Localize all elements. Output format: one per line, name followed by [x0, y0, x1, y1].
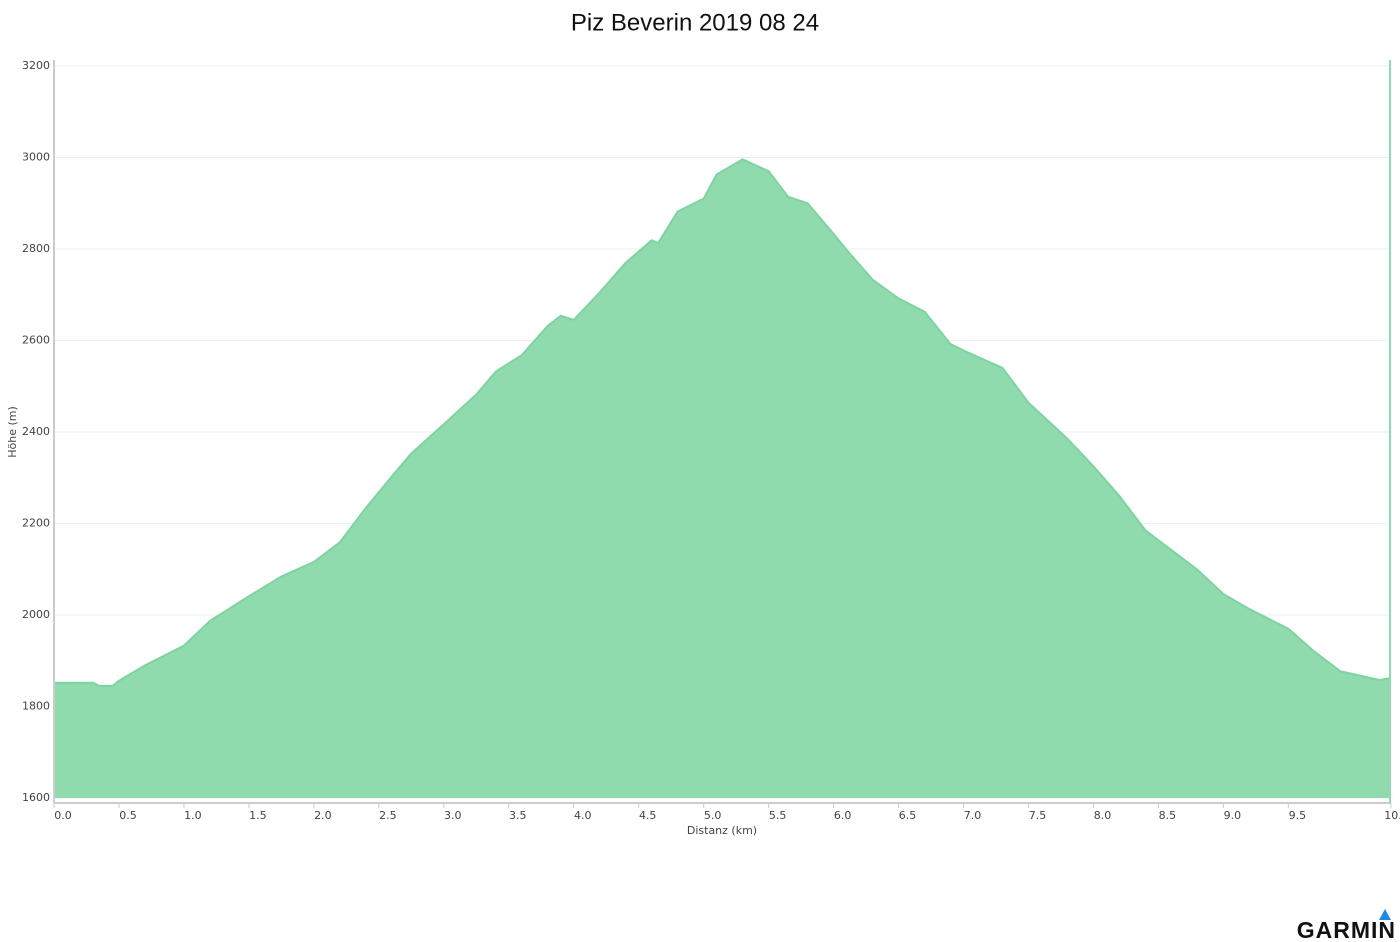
x-tick-label: 9.5 — [1289, 809, 1307, 822]
y-tick-label: 3000 — [22, 151, 50, 164]
x-tick-label: 0.0 — [54, 809, 72, 822]
area-line — [54, 158, 1392, 687]
x-tick-label: 7.0 — [964, 809, 982, 822]
x-tick-label: 9.0 — [1224, 809, 1242, 822]
y-tick-label: 2000 — [22, 608, 50, 621]
x-tick-label: 4.0 — [574, 809, 592, 822]
x-tick-label: 7.5 — [1029, 809, 1047, 822]
x-tick-label: 1.5 — [249, 809, 267, 822]
x-tick-label: 2.0 — [314, 809, 332, 822]
y-axis-label: Höhe (m) — [6, 406, 19, 458]
y-tick-label: 1800 — [22, 700, 50, 713]
y-tick-label: 1600 — [22, 791, 50, 804]
logo: GARMIN — [1297, 917, 1396, 942]
x-tick-label: 3.0 — [444, 809, 462, 822]
logo-triangle — [1379, 909, 1391, 920]
x-axis-label: Distanz (km) — [687, 824, 757, 837]
y-tick-label: 2800 — [22, 242, 50, 255]
x-tick-label: 5.0 — [704, 809, 722, 822]
x-tick-label: 8.5 — [1159, 809, 1177, 822]
x-tick-label: 8.0 — [1094, 809, 1112, 822]
x-tick-label: 1.0 — [184, 809, 202, 822]
x-tick-label: 3.5 — [509, 809, 527, 822]
x-tick-label: 5.5 — [769, 809, 787, 822]
x-tick-label: 6.5 — [899, 809, 917, 822]
y-tick-label: 3200 — [22, 59, 50, 72]
y-tick-label: 2200 — [22, 517, 50, 530]
x-tick-label: 6.0 — [834, 809, 852, 822]
area — [54, 159, 1391, 798]
x-tick-label: 10.29 — [1384, 809, 1400, 822]
y-tick-label: 2600 — [22, 334, 50, 347]
x-tick-label: 0.5 — [119, 809, 137, 822]
x-tick-label: 4.5 — [639, 809, 657, 822]
y-tick-label: 2400 — [22, 425, 50, 438]
x-tick-label: 2.5 — [379, 809, 397, 822]
chart-title: Piz Beverin 2019 08 24 — [571, 9, 819, 36]
